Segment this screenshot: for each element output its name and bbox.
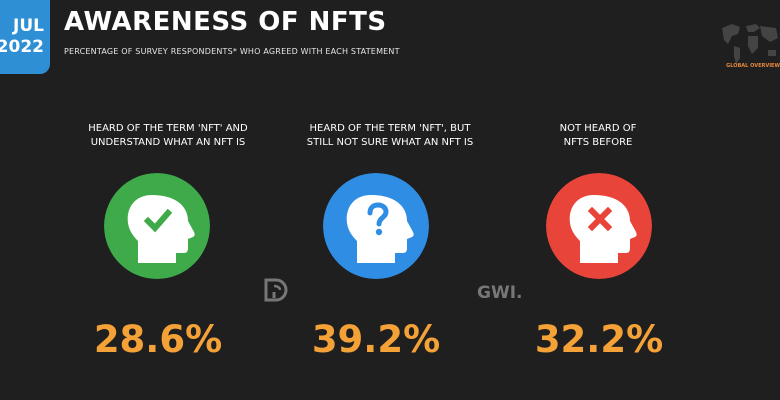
statement-2: HEARD OF THE TERM 'NFT', BUT STILL NOT S… xyxy=(290,122,490,150)
logo-text: GLOBAL OVERVIEW xyxy=(726,63,780,69)
date-month: JUL xyxy=(13,16,44,36)
world-map-logo-icon xyxy=(722,24,778,64)
statement-2-line-1: HEARD OF THE TERM 'NFT', BUT xyxy=(309,123,471,134)
gwi-watermark: GWI. xyxy=(477,283,523,303)
statement-2-line-2: STILL NOT SURE WHAT AN NFT IS xyxy=(306,137,474,148)
date-badge: JUL 2022 xyxy=(0,0,50,74)
unsure-head-icon xyxy=(323,173,429,279)
page-subtitle: PERCENTAGE OF SURVEY RESPONDENTS* WHO AG… xyxy=(64,47,400,56)
value-label-3: 32.2% xyxy=(534,318,664,361)
check-mark-icon xyxy=(143,208,173,233)
date-year: 2022 xyxy=(0,37,44,57)
statement-3-line-1: NOT HEARD OF xyxy=(559,123,637,134)
statement-1: HEARD OF THE TERM 'NFT' AND UNDERSTAND W… xyxy=(68,122,268,150)
statement-3-line-2: NFTS BEFORE xyxy=(563,137,633,148)
understand-head-icon xyxy=(104,173,210,279)
statement-3: NOT HEARD OF NFTS BEFORE xyxy=(498,122,698,150)
question-mark-icon xyxy=(367,202,389,227)
page-title: AWARENESS OF NFTS xyxy=(64,7,387,37)
statement-1-line-2: UNDERSTAND WHAT AN NFT IS xyxy=(90,137,246,148)
cross-mark-icon xyxy=(587,206,613,232)
datareportal-watermark-icon xyxy=(264,278,288,302)
statement-1-line-1: HEARD OF THE TERM 'NFT' AND xyxy=(88,123,248,134)
not-heard-head-icon xyxy=(546,173,652,279)
value-label-2: 39.2% xyxy=(311,318,441,361)
value-label-1: 28.6% xyxy=(93,318,223,361)
